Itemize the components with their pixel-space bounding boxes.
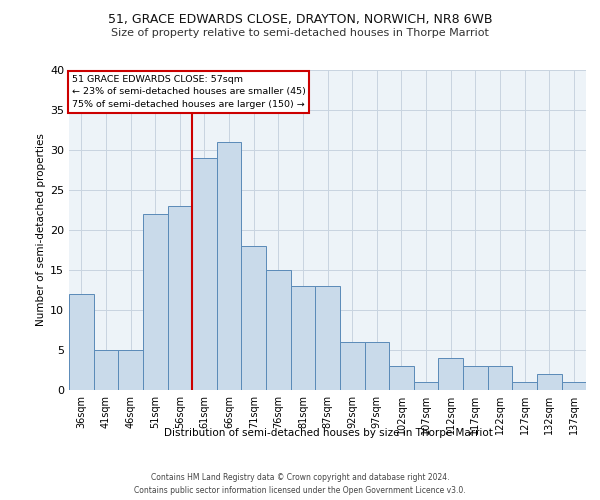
Bar	[389, 366, 414, 390]
Bar	[488, 366, 512, 390]
Bar	[365, 342, 389, 390]
Bar	[167, 206, 192, 390]
Bar	[414, 382, 439, 390]
Bar	[463, 366, 488, 390]
Bar	[439, 358, 463, 390]
Text: Size of property relative to semi-detached houses in Thorpe Marriot: Size of property relative to semi-detach…	[111, 28, 489, 38]
Bar	[143, 214, 167, 390]
Bar	[290, 286, 315, 390]
Text: Contains HM Land Registry data © Crown copyright and database right 2024.
Contai: Contains HM Land Registry data © Crown c…	[134, 474, 466, 495]
Text: Distribution of semi-detached houses by size in Thorpe Marriot: Distribution of semi-detached houses by …	[164, 428, 493, 438]
Text: 51 GRACE EDWARDS CLOSE: 57sqm
← 23% of semi-detached houses are smaller (45)
75%: 51 GRACE EDWARDS CLOSE: 57sqm ← 23% of s…	[71, 75, 305, 109]
Bar	[241, 246, 266, 390]
Bar	[537, 374, 562, 390]
Bar	[315, 286, 340, 390]
Y-axis label: Number of semi-detached properties: Number of semi-detached properties	[36, 134, 46, 326]
Bar	[562, 382, 586, 390]
Bar	[94, 350, 118, 390]
Bar	[118, 350, 143, 390]
Bar	[512, 382, 537, 390]
Bar	[340, 342, 365, 390]
Bar	[266, 270, 290, 390]
Bar	[192, 158, 217, 390]
Bar	[217, 142, 241, 390]
Text: 51, GRACE EDWARDS CLOSE, DRAYTON, NORWICH, NR8 6WB: 51, GRACE EDWARDS CLOSE, DRAYTON, NORWIC…	[108, 12, 492, 26]
Bar	[69, 294, 94, 390]
